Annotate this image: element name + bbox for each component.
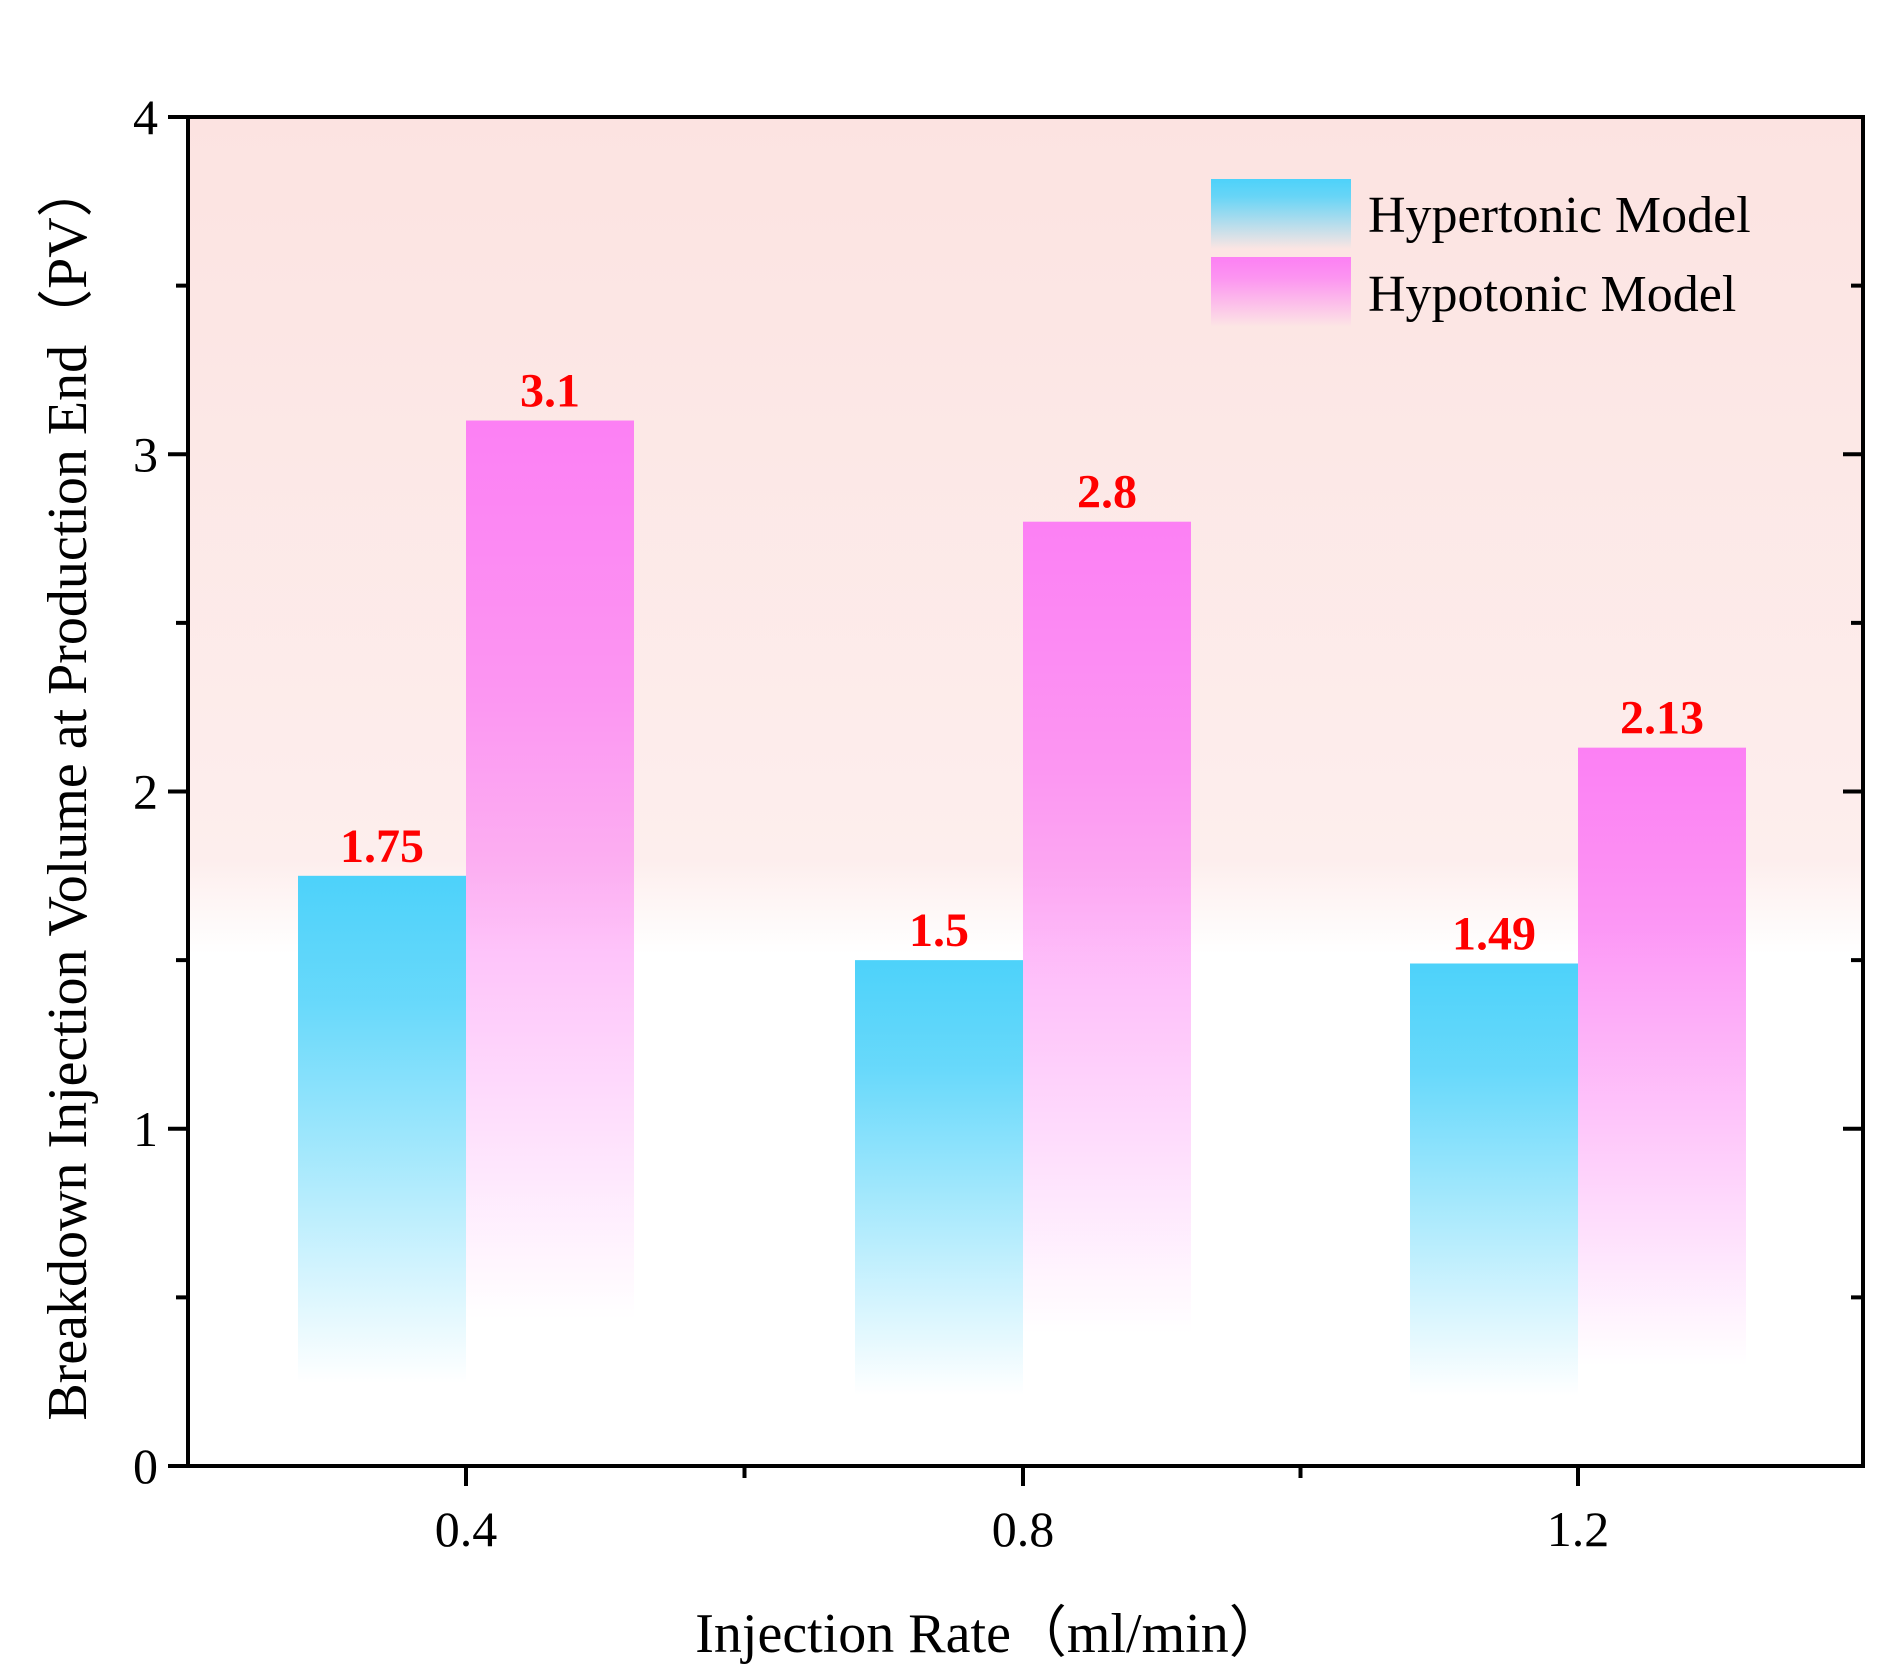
x-tick-label: 0.8 <box>992 1501 1055 1557</box>
legend-label-hypertonic: Hypertonic Model <box>1368 187 1751 244</box>
y-axis-title: Breakdown Injection Volume at Production… <box>37 161 99 1420</box>
x-axis-title: Injection Rate（ml/min） <box>695 1603 1284 1665</box>
data-label-hypotonic-0.4: 3.1 <box>520 365 580 418</box>
y-tick-label: 3 <box>133 426 158 482</box>
bar-hypotonic-0.4 <box>466 420 634 1320</box>
data-labels-layer: 1.75 3.1 1.5 2.8 1.49 2.13 <box>340 365 1704 961</box>
x-tick-label: 0.4 <box>435 1501 498 1557</box>
x-tick-label: 1.2 <box>1547 1501 1610 1557</box>
bar-hypertonic-0.8 <box>855 960 1023 1396</box>
y-tick-label: 0 <box>133 1438 158 1494</box>
y-tick-label: 1 <box>133 1101 158 1157</box>
data-label-hypotonic-1.2: 2.13 <box>1620 692 1704 745</box>
legend-swatch-hypotonic <box>1211 257 1351 327</box>
legend-label-hypotonic: Hypotonic Model <box>1368 266 1736 323</box>
data-label-hypertonic-0.4: 1.75 <box>340 820 424 873</box>
bar-hypotonic-1.2 <box>1578 747 1746 1366</box>
bars-layer <box>298 420 1746 1396</box>
legend: Hypertonic Model Hypotonic Model <box>1211 179 1751 327</box>
bar-hypotonic-0.8 <box>1023 521 1191 1334</box>
ticks-layer: 0 1 2 3 4 0.4 0.8 1.2 <box>133 89 1863 1557</box>
data-label-hypertonic-0.8: 1.5 <box>909 904 969 957</box>
data-label-hypertonic-1.2: 1.49 <box>1452 907 1536 960</box>
legend-swatch-hypertonic <box>1211 179 1351 249</box>
bar-hypertonic-0.4 <box>298 875 466 1384</box>
bar-hypertonic-1.2 <box>1410 963 1578 1396</box>
data-label-hypotonic-0.8: 2.8 <box>1077 466 1137 519</box>
y-tick-label: 2 <box>133 764 158 820</box>
y-tick-label: 4 <box>133 89 158 145</box>
